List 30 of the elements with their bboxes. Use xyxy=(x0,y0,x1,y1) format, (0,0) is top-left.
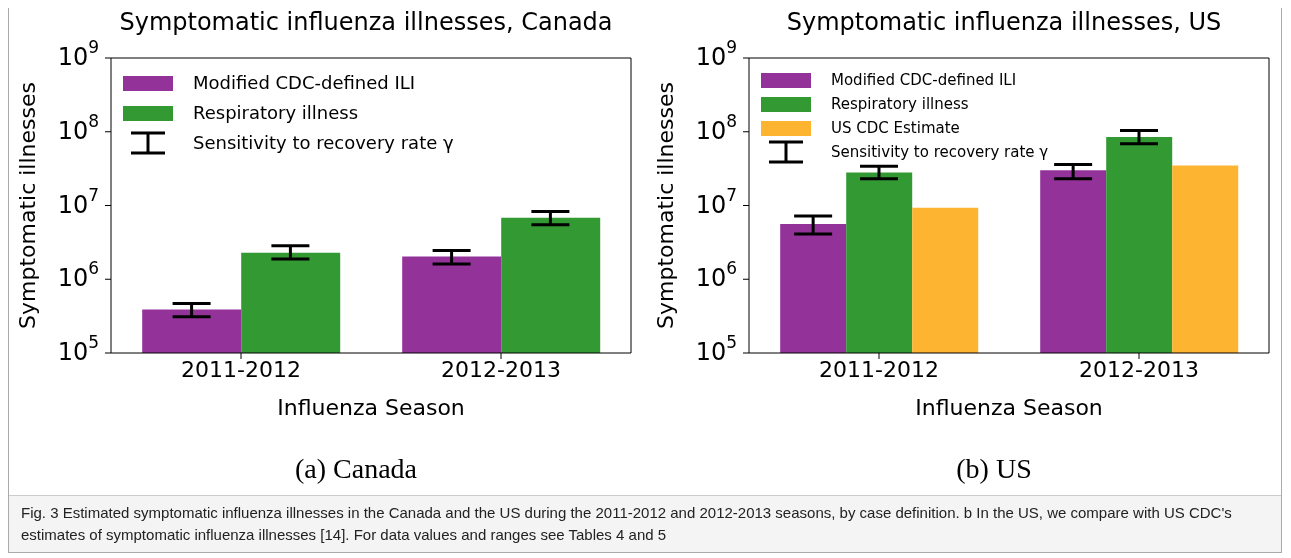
x-tick-label: 2011-2012 xyxy=(181,356,301,382)
legend-label: Respiratory illness xyxy=(831,94,969,115)
annotation: Sensitivity to recovery rate γ xyxy=(831,142,1049,163)
legend-label: Respiratory illness xyxy=(193,101,359,125)
chart-title: Symptomatic influenza illnesses, Canada xyxy=(118,8,614,38)
y-tick-label: 10$^{7}$ xyxy=(57,184,99,219)
y-tick-label: 10$^{5}$ xyxy=(695,332,737,366)
y-tick-label: 10$^{7}$ xyxy=(695,184,737,219)
x-tick-label: 2012-2013 xyxy=(1079,356,1199,382)
x-tick-label: 2011-2012 xyxy=(819,356,939,382)
x-axis-title: Influenza Season xyxy=(915,395,1103,420)
x-tick-label: 2012-2013 xyxy=(441,356,561,382)
y-tick-label: 10$^{6}$ xyxy=(57,258,99,293)
y-tick-label: 10$^{5}$ xyxy=(57,332,99,366)
y-tick-label: 10$^{8}$ xyxy=(695,110,737,145)
legend-label: Modified CDC-defined ILI xyxy=(831,70,1017,91)
legend-label: Modified CDC-defined ILI xyxy=(193,71,416,95)
caption: Fig. 3 Estimated symptomatic influenza illnesses in the Canada and the US during the 2011-2012 and 2012-2013 seasons, by case definition. b In the US, we compare with US CDC's estimates of symptomatic influenza illnesses [14]. For data values and ranges see Tables 4 and 5 xyxy=(9,495,1281,552)
legend-label: US CDC Estimate xyxy=(831,118,960,139)
y-axis-title: Symptomatic illnesses xyxy=(653,82,678,329)
y-tick-label: 10$^{6}$ xyxy=(695,258,737,293)
text: (a) Canada xyxy=(293,453,418,485)
text: (b) US xyxy=(955,453,1033,485)
y-tick-label: 10$^{8}$ xyxy=(57,110,99,145)
x-axis-title: Influenza Season xyxy=(277,395,465,420)
y-tick-label: 10$^{9}$ xyxy=(57,37,99,71)
y-axis-title: Symptomatic illnesses xyxy=(15,82,40,329)
y-tick-label: 10$^{9}$ xyxy=(695,37,737,71)
chart-title: Symptomatic influenza illnesses, US xyxy=(785,8,1223,38)
annotation: Sensitivity to recovery rate γ xyxy=(193,131,454,155)
